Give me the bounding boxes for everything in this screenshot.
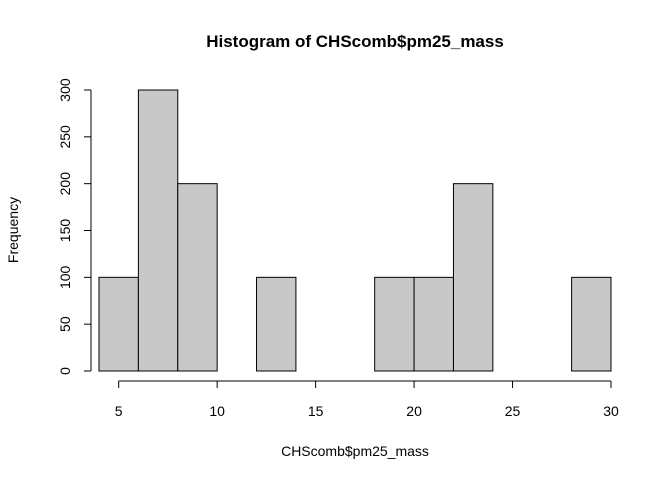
x-tick-label-15: 15 <box>308 403 324 419</box>
chart-title: Histogram of CHScomb$pm25_mass <box>206 32 504 51</box>
y-tick-label-100: 100 <box>57 265 73 289</box>
histogram-bars <box>98 89 612 372</box>
x-tick-label-25: 25 <box>505 403 521 419</box>
x-axis-label: CHScomb$pm25_mass <box>281 443 429 459</box>
y-tick-label-150: 150 <box>57 219 73 243</box>
y-tick-label-300: 300 <box>57 78 73 102</box>
x-tick-label-10: 10 <box>209 403 225 419</box>
histogram-bar-3 <box>177 183 218 372</box>
histogram-bar-10 <box>452 183 494 372</box>
x-axis: 5 10 15 20 25 30 <box>115 380 619 419</box>
histogram-bar-9 <box>413 276 454 372</box>
y-tick-label-0: 0 <box>57 367 73 375</box>
x-tick-label-5: 5 <box>115 403 123 419</box>
y-tick-label-50: 50 <box>57 316 73 332</box>
x-tick-label-30: 30 <box>603 403 619 419</box>
histogram-bar-8 <box>374 276 415 372</box>
x-tick-label-20: 20 <box>406 403 422 419</box>
histogram-bar-1 <box>98 276 139 372</box>
y-tick-label-200: 200 <box>57 172 73 196</box>
histogram-bar-5 <box>256 276 297 372</box>
y-axis-label: Frequency <box>5 197 21 263</box>
histogram-bar-2 <box>137 89 179 372</box>
y-tick-label-250: 250 <box>57 125 73 149</box>
histogram-bar-13 <box>571 276 612 372</box>
y-axis: 0 50 100 150 200 250 300 <box>57 78 92 375</box>
